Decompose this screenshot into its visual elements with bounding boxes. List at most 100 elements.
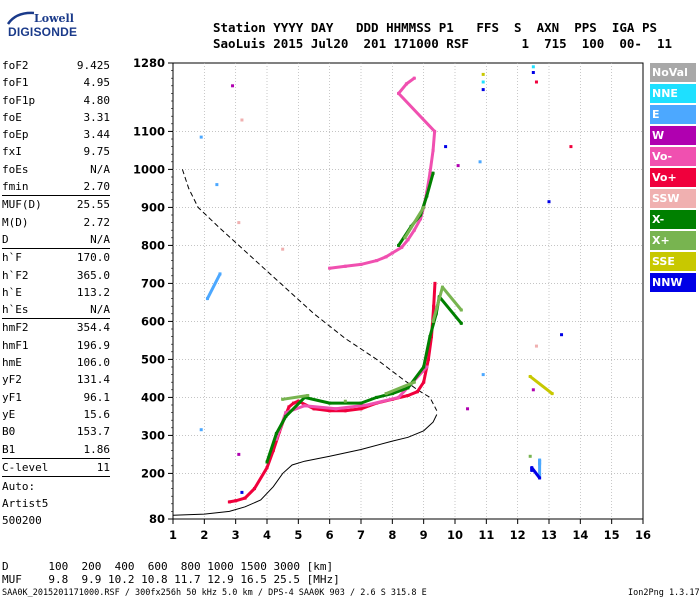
param-value: 25.55 xyxy=(76,198,110,212)
legend-entry: X- xyxy=(650,210,696,229)
echo-trace xyxy=(284,395,307,418)
param-name: fmin xyxy=(2,180,29,194)
param-name: B1 xyxy=(2,442,16,456)
echo-point xyxy=(205,297,209,301)
echo-point xyxy=(547,200,551,204)
muf-distance-row: D 100 200 400 600 800 1000 1500 3000 [km… xyxy=(2,560,334,573)
param-row: hmF2 354.4 xyxy=(2,319,110,336)
echo-trace xyxy=(281,394,310,401)
param-row: h`F 170.0 xyxy=(2,249,110,266)
echo-trace xyxy=(397,82,408,95)
param-name: M(D) xyxy=(2,215,29,229)
echo-trace xyxy=(303,404,338,411)
x-tick-label: 6 xyxy=(326,528,334,542)
x-tick-label: 13 xyxy=(541,528,557,542)
y-tick-label: 1280 xyxy=(133,56,165,70)
x-tick-label: 8 xyxy=(388,528,396,542)
echo-trace xyxy=(437,295,463,325)
param-row: h`F2 365.0 xyxy=(2,267,110,284)
param-name: foEs xyxy=(2,162,29,176)
echo-point xyxy=(240,118,244,122)
x-tick-label: 9 xyxy=(420,528,428,542)
echo-trace xyxy=(431,285,444,323)
header-line-2: SaoLuis 2015 Jul20 201 171000 RSF 1 715 … xyxy=(213,36,673,51)
param-row: yF2 131.4 xyxy=(2,371,110,388)
param-value: 11 xyxy=(96,460,110,474)
echo-trace xyxy=(243,487,256,500)
param-name: foE xyxy=(2,110,22,124)
param-name: D xyxy=(2,232,9,246)
param-value: 4.95 xyxy=(83,76,111,90)
echo-point xyxy=(481,80,485,84)
echo-trace xyxy=(365,395,401,407)
x-tick-label: 3 xyxy=(232,528,240,542)
y-tick-label: 1100 xyxy=(133,124,165,138)
echo-point xyxy=(237,221,241,225)
footer-file-info: SAA0K_2015201171000.RSF / 300fx256h 50 k… xyxy=(2,588,427,598)
param-name: foEp xyxy=(2,128,29,142)
echo-trace xyxy=(312,407,332,413)
echo-point xyxy=(431,171,435,175)
legend-entry: E xyxy=(650,105,696,124)
param-value: 2.72 xyxy=(83,215,111,229)
param-row: fmin 2.70 xyxy=(2,178,110,195)
echo-point xyxy=(456,164,460,168)
echo-point xyxy=(478,160,482,164)
param-name: h`Es xyxy=(2,303,29,317)
y-tick-label: 600 xyxy=(141,314,165,328)
param-value: 113.2 xyxy=(76,285,110,299)
x-tick-label: 7 xyxy=(357,528,365,542)
echo-trace xyxy=(359,259,379,266)
echo-point xyxy=(528,375,532,378)
echo-point xyxy=(215,183,219,187)
legend-entry: X+ xyxy=(650,231,696,250)
echo-trace xyxy=(426,335,433,361)
param-name: foF1p xyxy=(2,93,36,107)
echo-point xyxy=(199,428,203,432)
echo-trace xyxy=(390,245,404,255)
param-name: yE xyxy=(2,407,16,421)
param-row: foEp 3.44 xyxy=(2,126,110,143)
echo-trace xyxy=(412,217,423,232)
echo-point xyxy=(466,407,470,411)
param-value: 170.0 xyxy=(76,251,110,265)
echo-point xyxy=(481,373,485,377)
param-name: foF1 xyxy=(2,76,29,90)
param-separator xyxy=(2,195,110,197)
echo-point xyxy=(412,76,416,80)
param-value: N/A xyxy=(90,162,110,176)
legend-entry: W xyxy=(650,126,696,145)
echo-trace xyxy=(425,171,435,198)
echo-trace xyxy=(406,390,419,397)
param-row: D N/A xyxy=(2,231,110,248)
param-row: foF1 4.95 xyxy=(2,74,110,91)
lowell-digisonde-logo: Lowell DIGISONDE xyxy=(6,10,77,40)
echo-trace xyxy=(334,403,369,411)
echo-trace xyxy=(359,395,379,405)
echo-point xyxy=(433,281,437,285)
param-value: 4.80 xyxy=(83,93,111,107)
param-row: foF2 9.425 xyxy=(2,57,110,74)
footer-version: Ion2Png 1.3.17 xyxy=(628,588,700,598)
param-value: 354.4 xyxy=(76,321,110,335)
echo-point xyxy=(422,205,426,209)
y-tick-label: 1000 xyxy=(133,162,165,176)
echo-point xyxy=(481,72,485,76)
param-separator xyxy=(2,457,110,459)
param-name: B0 xyxy=(2,425,16,439)
legend-entry: NNW xyxy=(650,273,696,292)
param-row: fxI 9.75 xyxy=(2,143,110,160)
param-value: N/A xyxy=(90,232,110,246)
param-value: 3.31 xyxy=(83,110,111,124)
echo-point xyxy=(459,321,463,325)
param-separator xyxy=(2,248,110,250)
echo-point xyxy=(231,84,235,88)
echo-trace xyxy=(265,432,278,464)
autoscaling-label: Auto: xyxy=(2,480,36,493)
param-name: C-level xyxy=(2,460,49,474)
echo-trace xyxy=(303,395,332,405)
echo-point xyxy=(481,88,485,92)
param-value: N/A xyxy=(90,303,110,317)
param-value: 106.0 xyxy=(76,356,110,370)
param-separator xyxy=(2,318,110,320)
